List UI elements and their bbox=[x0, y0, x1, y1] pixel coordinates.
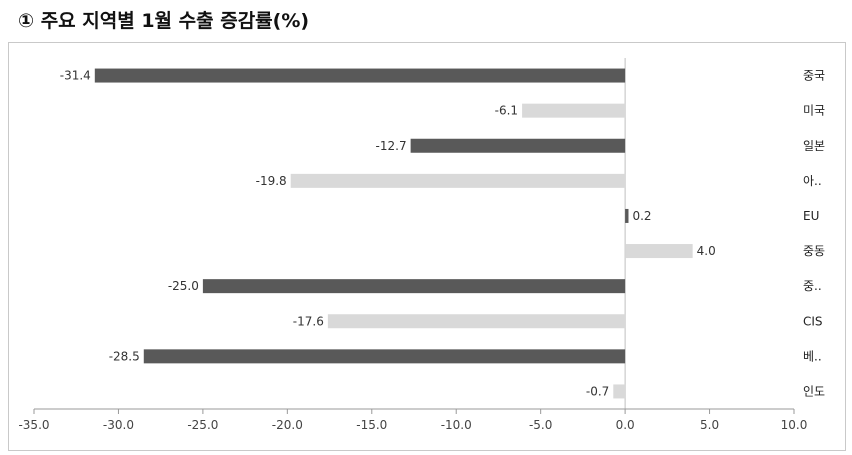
data-label: -28.5 bbox=[109, 349, 140, 363]
data-label: 4.0 bbox=[697, 244, 716, 258]
x-tick-label: -10.0 bbox=[441, 418, 472, 432]
category-label: 일본 bbox=[803, 139, 825, 153]
x-tick-label: -30.0 bbox=[103, 418, 134, 432]
category-label: 미국 bbox=[803, 104, 825, 118]
category-label: 중동 bbox=[803, 244, 825, 258]
x-tick-label: -15.0 bbox=[356, 418, 387, 432]
bar bbox=[327, 314, 626, 329]
category-label: 인도 bbox=[803, 384, 825, 398]
x-tick-label: 0.0 bbox=[616, 418, 635, 432]
category-label: 중.. bbox=[803, 279, 822, 293]
category-label: EU bbox=[803, 209, 819, 223]
bar bbox=[410, 138, 626, 153]
category-label: 중국 bbox=[803, 69, 825, 83]
data-label: -0.7 bbox=[586, 384, 609, 398]
bar bbox=[143, 349, 626, 364]
data-label: -25.0 bbox=[168, 279, 199, 293]
bar bbox=[613, 384, 626, 399]
data-label: -6.1 bbox=[495, 104, 518, 118]
x-tick-label: -35.0 bbox=[18, 418, 49, 432]
data-label: -19.8 bbox=[256, 174, 287, 188]
chart-title: ① 주요 지역별 1월 수출 증감률(%) bbox=[18, 10, 310, 32]
bar bbox=[94, 68, 626, 83]
bar bbox=[625, 244, 693, 259]
x-tick-label: 10.0 bbox=[781, 418, 808, 432]
bar bbox=[290, 173, 626, 188]
x-tick-label: 5.0 bbox=[700, 418, 719, 432]
bar bbox=[522, 103, 626, 118]
data-label: -17.6 bbox=[293, 314, 324, 328]
data-label: 0.2 bbox=[632, 209, 651, 223]
data-label: -31.4 bbox=[60, 69, 91, 83]
category-label: 베.. bbox=[803, 349, 822, 363]
x-tick-label: -20.0 bbox=[272, 418, 303, 432]
category-label: 아.. bbox=[803, 174, 822, 188]
bar bbox=[625, 208, 629, 223]
data-label: -12.7 bbox=[376, 139, 407, 153]
x-tick-label: -25.0 bbox=[187, 418, 218, 432]
chart-frame bbox=[8, 42, 846, 451]
bar bbox=[202, 279, 626, 294]
category-label: CIS bbox=[803, 314, 823, 328]
x-tick-label: -5.0 bbox=[529, 418, 552, 432]
